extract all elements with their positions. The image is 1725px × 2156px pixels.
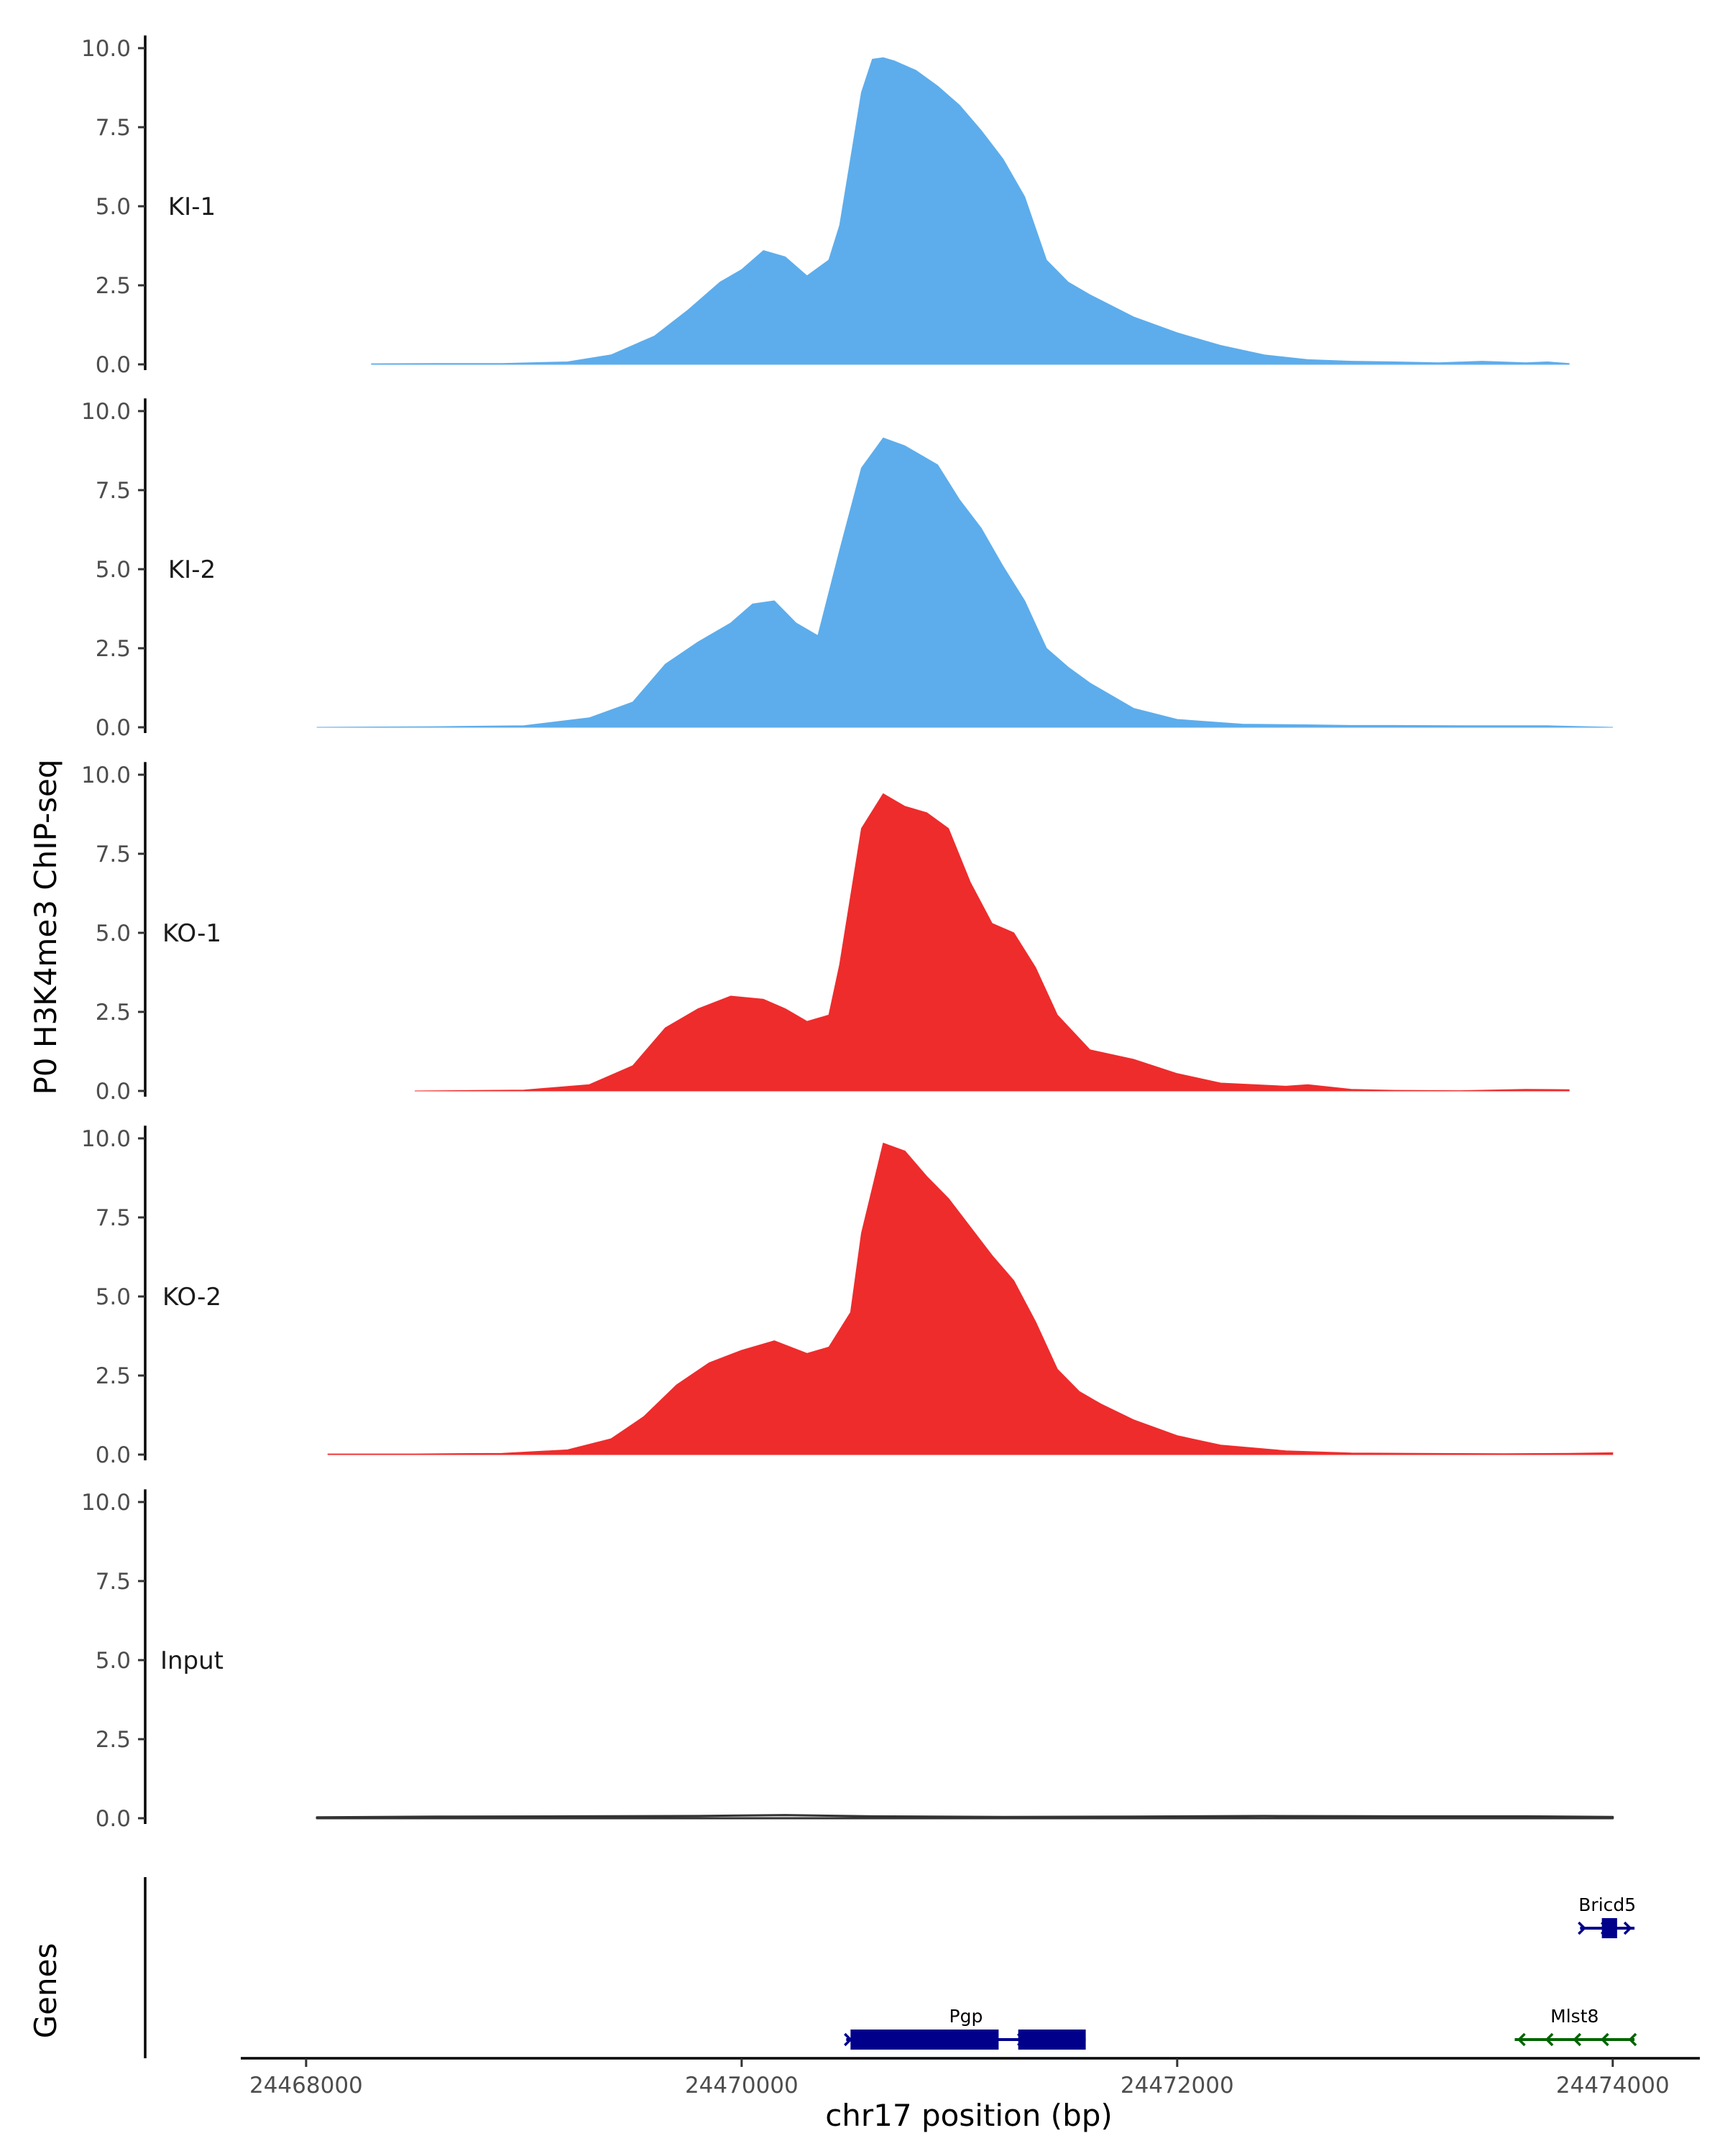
x-tick-label: 24468000 [249,2073,363,2099]
track-area-ko-2 [327,1143,1614,1455]
y-tick-label: 7.5 [96,478,131,504]
strand-arrow [1578,1921,1586,1935]
track-label-ko-2: KO-2 [162,1283,221,1312]
track-label-ki-2: KI-2 [168,556,216,584]
y-tick-label: 0.0 [96,1806,131,1832]
strand-arrow [1517,2032,1526,2047]
y-tick-label: 5.0 [96,1648,131,1674]
strand-arrow [1623,1921,1632,1935]
gene-label: Pgp [949,2006,983,2027]
y-tick-label: 0.0 [96,1442,131,1468]
track-panel-ki-1: 0.0 2.5 5.0 7.5 10.0 KI-1 [81,35,1570,378]
y-tick-label: 7.5 [96,115,131,141]
strand-arrow [1573,2032,1582,2047]
x-axis: 24468000 24470000 24472000 24474000 [241,2057,1700,2099]
track-label-ko-1: KO-1 [162,919,221,948]
track-area-ko-1 [414,793,1570,1092]
y-tick-label: 0.0 [96,715,131,741]
x-tick-label: 24472000 [1121,2073,1234,2099]
y-tick-label: 2.5 [96,1727,131,1753]
gene-exon [1018,2030,1086,2050]
x-tick-label: 24470000 [685,2073,799,2099]
gene-exon [1601,1918,1617,1938]
gene-label: Mlst8 [1550,2006,1598,2027]
y-tick-label: 0.0 [96,1079,131,1105]
track-panel-ko-1: 0.0 2.5 5.0 7.5 10.0 KO-1 [81,762,1570,1105]
gene-mlst8: Mlst8 [1514,2006,1637,2047]
tracks-layer: 0.0 2.5 5.0 7.5 10.0 KI-1 0.0 2.5 5.0 7.5 10.0 KI-2… [81,35,1614,1832]
y-tick-label: 10.0 [81,1126,131,1152]
gene-label: Bricd5 [1578,1894,1636,1915]
strand-arrow [1545,2032,1554,2047]
y-tick-label: 5.0 [96,921,131,946]
genes-axis-title: Genes [28,1943,63,2039]
track-label-ki-1: KI-1 [168,193,216,221]
strand-arrow [844,2032,852,2047]
genes-layer: Bricd5 Pgp Mlst8 [144,1877,1637,2058]
y-tick-label: 2.5 [96,273,131,299]
y-tick-label: 7.5 [96,1205,131,1231]
track-area-input [316,1814,1614,1820]
y-axis-title: P0 H3K4me3 ChIP-seq [28,759,63,1095]
x-tick-label: 24474000 [1556,2073,1670,2099]
track-area-ki-2 [316,437,1614,728]
track-panel-ko-2: 0.0 2.5 5.0 7.5 10.0 KO-2 [81,1125,1614,1468]
y-tick-label: 7.5 [96,1569,131,1595]
track-panel-input: 0.0 2.5 5.0 7.5 10.0 Input [81,1489,1614,1832]
y-tick-label: 7.5 [96,842,131,867]
gene-bricd5: Bricd5 [1578,1894,1636,1938]
y-tick-label: 2.5 [96,636,131,662]
y-tick-label: 0.0 [96,352,131,378]
strand-arrow [1600,2032,1609,2047]
y-tick-label: 5.0 [96,194,131,220]
track-area-ki-1 [371,57,1570,365]
y-tick-label: 2.5 [96,1000,131,1026]
strand-arrow [1628,2032,1637,2047]
y-tick-label: 5.0 [96,1284,131,1310]
y-tick-label: 10.0 [81,36,131,62]
y-tick-label: 10.0 [81,763,131,788]
y-tick-label: 10.0 [81,1490,131,1516]
y-tick-label: 10.0 [81,399,131,425]
gene-exon [850,2030,999,2050]
y-tick-label: 2.5 [96,1363,131,1389]
gene-pgp: Pgp [844,2006,1086,2050]
track-panel-ki-2: 0.0 2.5 5.0 7.5 10.0 KI-2 [81,398,1614,741]
y-tick-label: 5.0 [96,557,131,583]
track-label-input: Input [160,1646,224,1675]
x-axis-title: chr17 position (bp) [825,2098,1113,2133]
